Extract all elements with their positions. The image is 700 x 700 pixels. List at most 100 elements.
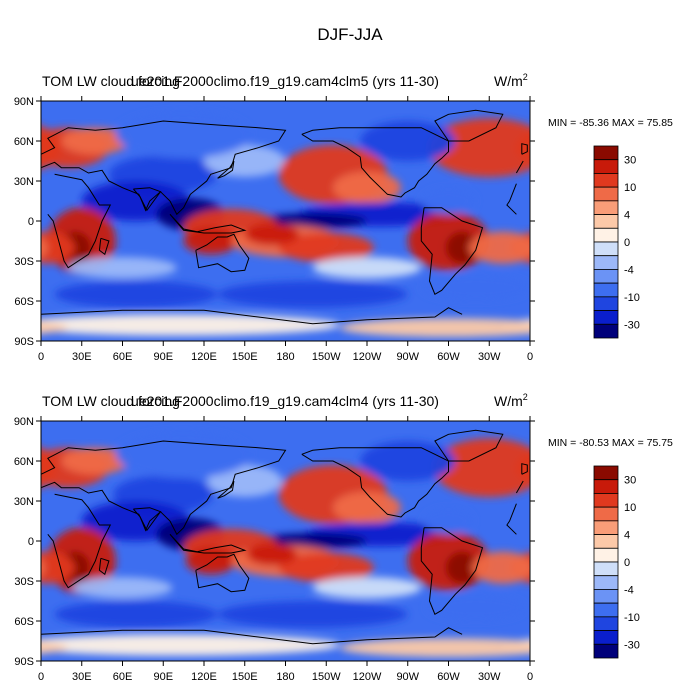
panel-1-field-blob (312, 257, 422, 279)
panel-2-coastline (301, 447, 449, 518)
panel-1-coastline (217, 160, 235, 179)
panel-2-field-blob (696, 465, 700, 497)
panel-1-field-blob (428, 118, 530, 177)
panel-2-field-blob (645, 518, 700, 550)
panel-1-min-max: MIN = -85.36 MAX = 75.85 (548, 117, 673, 129)
panel-2-colorbar-swatch (593, 520, 619, 535)
panel-2-field-blob (423, 507, 474, 535)
panel-1-coastline (521, 143, 528, 155)
panel-1-colorbar-swatch (593, 200, 619, 215)
panel-2-colorbar-swatch (593, 575, 619, 590)
panel-1-colorbar-swatch (593, 227, 619, 243)
panel-2-field-blob (673, 529, 700, 566)
panel-2-field-blob (445, 551, 479, 584)
panel-1-colorbar-swatch (593, 145, 619, 161)
panel-2-y-label: 60N (14, 456, 34, 468)
panel-2-colorbar-swatch (593, 465, 619, 481)
panel-1-field-blob (421, 187, 476, 215)
panel-2-colorbar-swatch (593, 602, 619, 618)
panel-1-field-blob (41, 314, 340, 336)
panel-1-coastline (301, 127, 449, 198)
panel-1-field-blob (41, 321, 69, 334)
panel-1-x-label: 0 (527, 351, 533, 363)
panel-2-colorbar-swatch (593, 534, 619, 549)
panel-1-field-blob (544, 281, 700, 308)
panel-1-center-title: ue201.F2000climo.f19_g19.cam4clm5 (yrs 1… (131, 73, 439, 89)
panel-1-field-blob (217, 281, 408, 308)
panel-2-field-blob (278, 553, 374, 583)
panel-2-colorbar-label: -30 (624, 639, 640, 651)
panel-1-field-blob (360, 121, 456, 161)
panel-1-colorbar: 30 10 4 0 -4 -10 -30 (593, 145, 640, 339)
panel-1-y-label: 30S (14, 256, 34, 268)
panel-1-x-axis-labels: 0 30E 60E 90E 120E 150E 180 150W 120W 90W 60W 30W 0 (38, 351, 533, 363)
panel-2-colorbar-swatch (593, 643, 619, 659)
panel-2-coastlines (41, 429, 528, 661)
panel-1-colorbar-swatch (593, 241, 619, 257)
panel-1-x-label: 30E (72, 351, 92, 363)
panel-2-coastline (521, 463, 528, 475)
panel-1-x-label: 60W (437, 351, 460, 363)
panel-2-x-label: 0 (38, 671, 44, 683)
panel-1-colorbar-swatch (593, 269, 619, 284)
panel-2-field-blob (72, 577, 173, 599)
panel-1-colorbar-swatch (593, 159, 619, 174)
panel-2-y-label: 30N (14, 496, 34, 508)
panel-1-x-label: 0 (38, 351, 44, 363)
panel-1-colorbar-swatch (593, 282, 619, 298)
panel-1-colorbar-label: -10 (624, 292, 640, 304)
panel-2-field-blob (544, 601, 700, 628)
panel-1-colorbar-label: 30 (624, 155, 636, 167)
panel-1-field-blob (41, 231, 75, 264)
panel-1-y-label: 90S (14, 336, 34, 348)
panel-2-coastline (195, 553, 250, 593)
panel-1-colorbar-swatch (593, 173, 619, 188)
panel-2-field-blob (41, 559, 46, 576)
panel-1-field-blob (61, 127, 130, 155)
panel-1-x-label: 60E (113, 351, 133, 363)
panel-2-x-label: 120W (353, 671, 382, 683)
panel-1-coastline (169, 213, 247, 234)
panel-2-coastline (133, 507, 162, 532)
panel-1-field-blob (115, 110, 252, 159)
panel-1-y-label: 60S (14, 296, 34, 308)
panel-1-y-label: 90N (14, 96, 34, 108)
panel-2-ticks (36, 416, 535, 666)
panel-1-x-label: 150E (232, 351, 258, 363)
panel-2-coastline (434, 429, 504, 462)
panel-1-field-blob (421, 274, 530, 301)
panel-2-center-title: ue201.F2000climo.f19_g19.cam4clm4 (yrs 1… (131, 393, 439, 409)
panel-2-field-blob (41, 641, 69, 654)
panel-2-field-blob (675, 548, 700, 575)
panel-2-x-label: 0 (527, 671, 533, 683)
panel-2-colorbar-swatch (593, 506, 619, 522)
panel-2-field-blob (339, 638, 530, 657)
panel-1-x-label: 120W (353, 351, 382, 363)
panel-1-field-blob (258, 213, 367, 229)
panel-1-coastline (133, 187, 162, 212)
panel-2-x-label: 150W (312, 671, 341, 683)
panel-2-field-blob (115, 430, 252, 479)
panel-1-x-label: 30W (478, 351, 501, 363)
panel-2-colorbar: 30 10 4 0 -4 -10 -30 (593, 465, 640, 659)
panel-1-coastline (420, 207, 484, 296)
panel-1-field-blob (333, 171, 401, 204)
panel-2-field-blob (246, 543, 297, 565)
panel-2-field-blob (312, 577, 422, 599)
panel-1-left-title: TOM LW cloud forcing (42, 73, 180, 89)
panel-2-field-blob (185, 547, 236, 575)
panel-2-colorbar-label: -10 (624, 612, 640, 624)
panel-2-field-blob (549, 552, 579, 584)
panel-2-field-blob (41, 634, 340, 656)
panel-1-y-label: 60N (14, 136, 34, 148)
panel-1-colorbar-label: 4 (624, 210, 630, 222)
panel-1-colorbar-swatch (593, 214, 619, 229)
panel-2-field-blob (41, 551, 75, 584)
panel-1-x-label: 150W (312, 351, 341, 363)
panel-2-x-label: 60W (437, 671, 460, 683)
panel-2-x-label: 120E (191, 671, 217, 683)
panel-1-colorbar-label: -4 (624, 264, 634, 276)
panel-1-colorbar-label: 0 (624, 237, 630, 249)
panel-2-x-label: 90E (153, 671, 173, 683)
